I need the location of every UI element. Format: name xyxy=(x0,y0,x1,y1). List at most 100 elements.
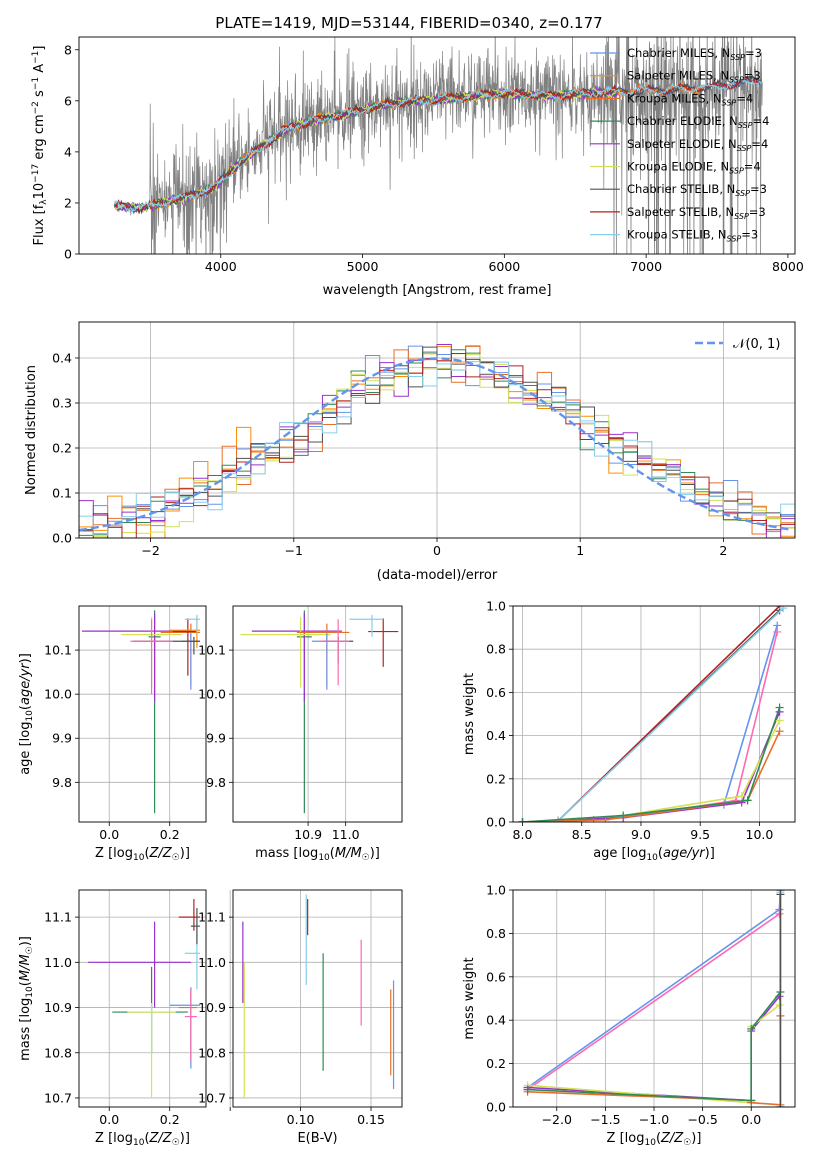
x-axis-label: (data-model)/error xyxy=(377,568,498,583)
plus-marker xyxy=(779,606,788,613)
plus-marker xyxy=(747,1096,756,1105)
x-tick-label: −1 xyxy=(285,543,303,558)
residual-panel: −2 −1 0 1 2 0.0 0.1 0.2 0.3 0.4 (data-model)/error… xyxy=(24,321,796,583)
y-tick-label: 1.0 xyxy=(486,599,506,614)
observed-spectrum xyxy=(114,37,763,254)
mass-weight-line xyxy=(527,1004,780,1104)
y-tick-label: 8 xyxy=(64,42,72,57)
mass-vs-ebv-panel: 0.10 0.15 10.7 10.8 10.9 11.0 11.1 E(B-V) xyxy=(198,889,403,1146)
y-tick-label: 9.8 xyxy=(206,775,226,790)
x-tick-label: 0.0 xyxy=(99,1112,119,1127)
error-bars xyxy=(242,894,395,1098)
legend-label: Salpeter MILES, NSSP=3 xyxy=(627,69,761,85)
plus-marker xyxy=(518,818,527,822)
y-tick-label: 9.9 xyxy=(52,731,72,746)
x-tick-label: 0.2 xyxy=(160,1112,180,1127)
age-vs-Z-panel: 0.0 0.2 9.8 9.9 10.0 10.1 Z [log10(Z/Z☉)] age [… xyxy=(18,605,207,863)
legend-label: Kroupa MILES, NSSP=4 xyxy=(627,91,753,107)
plus-marker xyxy=(747,1024,756,1033)
x-tick-label: 1 xyxy=(576,543,584,558)
x-tick-label: 4000 xyxy=(205,259,237,274)
legend-label: Kroupa STELIB, NSSP=3 xyxy=(627,228,758,244)
mass-weight-line xyxy=(522,625,778,822)
y-tick-label: 11.0 xyxy=(198,955,226,970)
axes-frame xyxy=(78,605,207,823)
error-bars xyxy=(88,899,200,1098)
legend-label: Chabrier MILES, NSSP=3 xyxy=(627,46,762,62)
y-axis-label: Normed distribution xyxy=(24,365,39,495)
y-tick-label: 11.1 xyxy=(198,910,226,925)
cumulative-age-panel: 8.0 8.5 9.0 9.5 10.0 0.0 0.2 0.4 0.6 0.8 1.0 age [l… xyxy=(462,599,796,863)
y-tick-label: 0 xyxy=(64,247,72,262)
x-tick-label: 0.10 xyxy=(287,1112,315,1127)
age-vs-mass-panel: 10.9 11.0 9.8 9.9 10.0 10.1 mass [log10(M/M☉)] xyxy=(198,605,403,863)
x-tick-label: 0.0 xyxy=(99,827,119,842)
x-tick-label: 0 xyxy=(433,543,441,558)
y-axis-label: age [log10(age/yr)] xyxy=(18,653,35,775)
x-tick-label: 8.0 xyxy=(513,827,533,842)
axes-frame xyxy=(78,889,207,1108)
y-tick-label: 0.1 xyxy=(52,486,72,501)
x-axis-label: Z [log10(Z/Z☉)] xyxy=(95,846,190,863)
mass-weight-line xyxy=(522,609,781,822)
mass-weight-line xyxy=(522,711,781,822)
model-line xyxy=(114,75,763,214)
legend-label: Chabrier STELIB, NSSP=3 xyxy=(627,182,767,198)
legend-label: Kroupa ELODIE, NSSP=4 xyxy=(627,160,761,176)
axes-frame xyxy=(78,36,796,255)
axes-frame xyxy=(512,605,796,823)
y-tick-label: 0.3 xyxy=(52,396,72,411)
y-tick-label: 0.8 xyxy=(486,642,506,657)
x-tick-label: 9.5 xyxy=(690,827,710,842)
legend-label: 𝒩(0, 1) xyxy=(733,337,780,352)
legend-label: Salpeter STELIB, NSSP=3 xyxy=(627,205,766,221)
mass-weight-line xyxy=(522,730,781,822)
error-bars xyxy=(82,610,200,814)
y-tick-label: 0.4 xyxy=(486,728,506,743)
mass-weight-line xyxy=(527,995,781,1102)
plus-marker xyxy=(775,1001,784,1010)
y-tick-label: 0.2 xyxy=(486,1056,506,1071)
y-tick-label: 2 xyxy=(64,195,72,210)
x-tick-label: −2 xyxy=(141,543,159,558)
plus-marker xyxy=(523,1085,532,1094)
x-tick-label: 5000 xyxy=(347,259,379,274)
legend-label: Salpeter ELODIE, NSSP=4 xyxy=(627,137,768,153)
y-axis-label: Flux [fλ10−17 erg cm−2 s−1 A−1] xyxy=(31,46,49,246)
axes-frame xyxy=(512,889,796,1108)
y-tick-label: 11.1 xyxy=(44,910,72,925)
spectrum-panel: 4000 5000 6000 7000 8000 0 2 4 6 8 wavelength [Ang… xyxy=(31,36,804,298)
axes-frame xyxy=(78,321,796,539)
y-tick-label: 10.1 xyxy=(198,643,226,658)
y-tick-label: 10.0 xyxy=(198,687,226,702)
x-tick-label: 11.0 xyxy=(332,827,360,842)
x-axis-label: Z [log10(Z/Z☉)] xyxy=(95,1131,190,1148)
mass-weight-line xyxy=(522,707,781,822)
y-axis-label: mass weight xyxy=(462,673,477,755)
plus-marker xyxy=(776,1103,785,1107)
legend-label: Chabrier ELODIE, NSSP=4 xyxy=(627,114,769,130)
x-tick-label: 7000 xyxy=(630,259,662,274)
x-tick-label: −2.0 xyxy=(542,1112,572,1127)
x-tick-label: 10.9 xyxy=(294,827,322,842)
plus-marker xyxy=(743,796,752,805)
y-tick-label: 10.7 xyxy=(198,1090,226,1105)
residual-histogram xyxy=(79,361,795,536)
plus-marker xyxy=(775,703,784,712)
y-tick-label: 1.0 xyxy=(486,883,506,898)
x-tick-label: −1.0 xyxy=(639,1112,669,1127)
x-tick-label: 0.2 xyxy=(160,827,180,842)
y-tick-label: 0.4 xyxy=(52,351,72,366)
x-tick-label: −1.5 xyxy=(590,1112,620,1127)
y-axis-label: mass [log10(M/M☉)] xyxy=(18,936,35,1061)
plus-marker xyxy=(775,909,784,918)
y-tick-label: 0.0 xyxy=(486,815,506,830)
mass-vs-Z-panel: 0.0 0.2 10.7 10.8 10.9 11.0 11.1 Z [log10(Z/Z☉)… xyxy=(18,889,207,1148)
y-tick-label: 9.9 xyxy=(206,731,226,746)
plus-marker xyxy=(737,792,746,801)
y-tick-label: 0.0 xyxy=(52,531,72,546)
x-axis-label: age [log10(age/yr)] xyxy=(593,846,715,863)
y-tick-label: 6 xyxy=(64,93,72,108)
y-tick-label: 0.6 xyxy=(486,685,506,700)
figure-title: PLATE=1419, MJD=53144, FIBERID=0340, z=0… xyxy=(215,14,602,32)
